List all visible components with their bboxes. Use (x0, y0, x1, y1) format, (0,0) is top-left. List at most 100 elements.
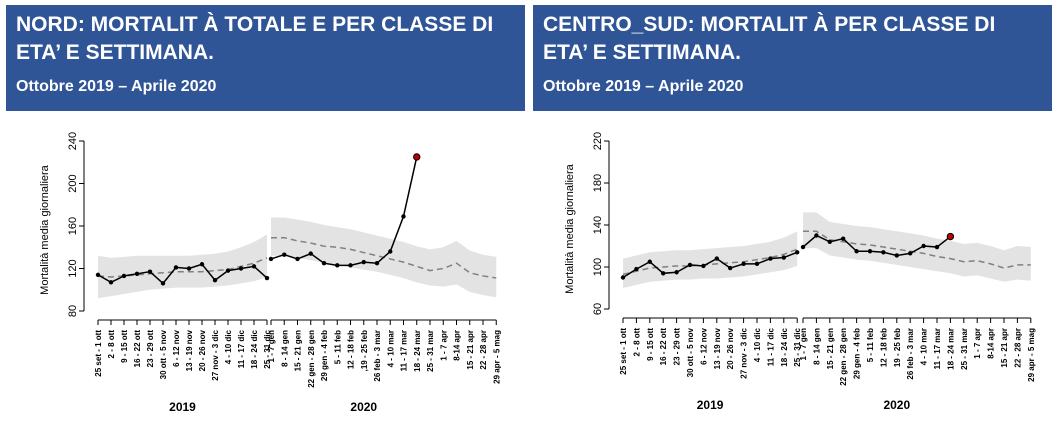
x-tick-label-2019: 20 - 26 nov (198, 329, 207, 371)
observed-point-2019 (264, 275, 270, 281)
x-tick-label-2020: 18 - 24 mar (413, 330, 422, 372)
observed-point-2019 (134, 271, 140, 277)
x-tick-label-2019: 25 set - 1 ott (619, 328, 628, 375)
observed-point-2020 (921, 243, 926, 249)
y-axis-title: Mortalità media giornaliera (564, 163, 576, 293)
observed-point-2019 (754, 261, 760, 267)
observed-point-2019 (173, 265, 179, 270)
observed-point-2019 (674, 270, 679, 275)
observed-point-2020 (894, 253, 899, 258)
x-tick-label-2019: 11 - 17 dic (766, 327, 775, 366)
observed-point-2019 (160, 281, 166, 286)
observed-point-2020 (335, 263, 340, 268)
x-tick-label-2020: 4 - 10 mar (920, 328, 929, 365)
x-tick-label-2020: 8 - 14 gen (280, 330, 289, 367)
x-tick-label-2020: 5 - 11 feb (333, 330, 342, 364)
observed-point-2020 (827, 239, 832, 244)
observed-line-2020 (802, 234, 951, 257)
expected-range-band-2020 (803, 212, 1031, 282)
x-tick-label-2019: 27 nov - 3 dic (211, 329, 220, 380)
x-tick-label-2019: 6 - 12 nov (699, 327, 708, 364)
x-tick-label-2019: 6 - 12 nov (172, 329, 181, 366)
observed-point-2019 (768, 256, 773, 261)
y-tick-label: 140 (592, 216, 604, 234)
observed-point-2019 (634, 266, 639, 272)
observed-point-2020 (361, 259, 366, 265)
observed-point-2020 (881, 250, 886, 255)
observed-point-2019 (238, 266, 244, 271)
observed-point-2019 (728, 265, 733, 271)
observed-point-2019 (225, 268, 231, 273)
observed-point-2020 (388, 249, 393, 254)
x-tick-label-2019: 25 - 31 dic (793, 327, 802, 366)
observed-point-2019 (95, 272, 101, 278)
x-tick-label-2019: 9 - 15 ott (120, 330, 129, 363)
x-tick-label-2019: 18 - 24 dic (780, 327, 789, 366)
x-tick-label-2020: 29 gen - 4 feb (853, 328, 862, 379)
year-label-2019: 2019 (169, 400, 196, 414)
y-tick-label: 200 (67, 174, 79, 192)
observed-line-2019 (622, 251, 798, 279)
x-tick-label-2020: 11 - 17 mar (933, 328, 942, 369)
x-tick-label-2019: 18 - 24 dic (250, 329, 259, 368)
observed-point-2020 (800, 244, 806, 250)
x-tick-label-2019: 9 - 15 ott (646, 328, 655, 361)
panel-subtitle: Ottobre 2019 – Aprile 2020 (16, 78, 217, 95)
x-tick-label-2020: 29 gen - 4 feb (320, 330, 329, 381)
observed-point-2020 (282, 252, 287, 257)
x-tick-label-2020: 22 - 28 apr (1013, 328, 1022, 368)
x-tick-label-2019: 27 nov - 3 dic (740, 327, 749, 378)
y-tick-label: 80 (67, 305, 79, 317)
x-tick-label-2020: 12 - 18 feb (347, 330, 356, 369)
x-tick-label-2019: 25 set - 1 ott (94, 330, 103, 377)
observed-point-2019 (781, 255, 786, 260)
x-tick-label-2019: 2 - 8 ott (632, 328, 641, 357)
observed-point-2020 (308, 251, 313, 256)
y-tick-label: 100 (592, 258, 604, 276)
x-tick-label-2020: 25 - 31 mar (960, 328, 969, 370)
observed-point-2020 (934, 244, 940, 250)
x-tick-label-2020: 22 gen - 28 gen (839, 328, 848, 386)
x-tick-label-2019: 4 - 10 dic (753, 327, 762, 362)
observed-point-2020 (854, 249, 859, 254)
panel-header: NORD: MORTALIT À TOTALE E PER CLASSE DI … (6, 5, 525, 111)
observed-point-2019 (687, 262, 693, 268)
x-tick-label-2020: 12 - 18 feb (879, 328, 888, 367)
x-tick-label-2020: 8-14 apr (987, 328, 996, 359)
chart-panel-centro-sud: CENTRO_SUD: MORTALIT À PER CLASSE DI ETA… (533, 0, 1052, 439)
observed-point-2019 (186, 266, 192, 271)
x-tick-label-2019: 4 - 10 dic (224, 329, 233, 364)
expected-line-2020 (803, 230, 1031, 269)
x-tick-label-2019: 13 - 19 nov (713, 327, 722, 369)
x-tick-label-2020: 1 - 7 gen (799, 328, 808, 361)
mortality-chart-nord: 80 120 160 200 240 Mortalità media giornalier… (39, 132, 501, 414)
year-label-2020: 2020 (883, 398, 910, 412)
x-tick-label-2019: 30 ott - 5 nov (159, 329, 168, 379)
x-tick-label-2020: 15 - 21 gen (826, 328, 835, 369)
x-tick-label-2019: 11 - 17 dic (237, 329, 246, 368)
x-tick-label-2019: 20 - 26 nov (726, 327, 735, 369)
x-tick-label-2020: 29 apr - 5 mag (492, 330, 501, 384)
observed-point-2019 (212, 277, 218, 283)
observed-point-2019 (795, 250, 800, 255)
panel-header: CENTRO_SUD: MORTALIT À PER CLASSE DI ETA… (533, 5, 1052, 111)
x-tick-label-2019: 25 - 31 dic (263, 329, 272, 368)
observed-point-2019 (251, 264, 257, 269)
observed-point-2019 (199, 262, 205, 267)
observed-point-2020 (374, 260, 380, 266)
x-tick-label-2019: 13 - 19 nov (185, 329, 194, 371)
x-tick-label-2019: 23 - 29 ott (673, 328, 682, 366)
x-tick-label-2020: 8 - 14 gen (812, 328, 821, 365)
x-tick-label-2020: 29 apr - 5 mag (1027, 328, 1036, 382)
observed-point-2019 (701, 263, 706, 269)
x-tick-label-2020: 22 gen - 28 gen (307, 330, 316, 388)
y-tick-label: 60 (592, 303, 604, 315)
y-tick-label: 180 (592, 174, 604, 192)
x-tick-label-2019: 16 - 22 ott (659, 328, 668, 366)
x-tick-label-2020: 1 - 7 apr (439, 330, 448, 361)
observed-point-2019 (147, 269, 153, 274)
observed-point-2019 (741, 261, 746, 267)
observed-point-2020 (867, 249, 873, 254)
x-tick-label-2020: 26 feb - 3 mar (906, 328, 915, 380)
x-tick-label-2020: ,19 - 25 feb (360, 330, 369, 371)
